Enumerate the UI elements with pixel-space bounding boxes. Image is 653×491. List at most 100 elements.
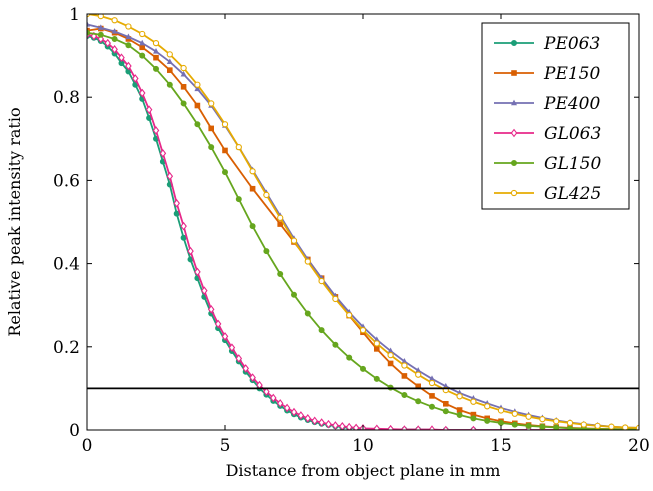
- data-point: [415, 383, 421, 390]
- data-point: [201, 286, 208, 295]
- series-layer: [87, 14, 639, 430]
- data-point: [297, 411, 305, 420]
- data-point: [359, 365, 366, 372]
- data-point: [470, 415, 477, 422]
- data-point: [111, 28, 118, 34]
- y-tick-label: 0.4: [53, 255, 80, 275]
- data-point: [166, 51, 173, 58]
- data-point: [304, 310, 311, 317]
- data-point: [111, 45, 118, 54]
- data-point: [290, 407, 298, 417]
- data-point: [401, 373, 408, 379]
- data-point: [415, 367, 422, 373]
- data-point: [290, 237, 298, 244]
- data-point: [387, 360, 394, 367]
- data-point: [222, 147, 228, 154]
- data-point: [511, 410, 518, 417]
- data-point: [180, 84, 187, 90]
- data-point: [428, 425, 436, 430]
- data-point: [139, 39, 146, 46]
- data-point: [263, 387, 270, 397]
- data-point: [235, 143, 242, 151]
- data-point: [221, 169, 228, 176]
- data-point: [228, 343, 236, 352]
- data-point: [332, 295, 339, 303]
- legend-entry: GL150: [494, 154, 602, 174]
- data-point: [97, 24, 104, 30]
- data-point: [277, 214, 284, 221]
- data-point: [242, 364, 249, 373]
- data-point: [456, 412, 463, 419]
- data-point: [104, 38, 111, 48]
- data-point: [263, 191, 270, 199]
- legend-entry: GL063: [494, 124, 601, 144]
- data-point: [553, 418, 560, 425]
- data-point: [456, 407, 463, 413]
- data-point: [429, 393, 435, 399]
- data-point: [214, 319, 222, 329]
- legend-entry: PE150: [494, 64, 600, 84]
- data-point: [166, 171, 174, 181]
- data-point: [415, 371, 422, 378]
- data-point: [484, 403, 491, 410]
- data-point: [428, 403, 435, 410]
- data-point: [401, 357, 408, 364]
- data-point: [125, 23, 132, 30]
- data-point: [415, 398, 422, 405]
- y-tick-label: 0.8: [53, 88, 80, 108]
- legend: PE063 PE150 PE400 GL063 GL150 GL425: [481, 22, 630, 210]
- data-point: [118, 53, 125, 62]
- data-point: [373, 336, 380, 342]
- data-point: [635, 424, 639, 430]
- data-point: [166, 81, 173, 88]
- data-point: [194, 85, 201, 92]
- data-point: [207, 305, 215, 314]
- y-tick-label: 0.2: [53, 338, 80, 358]
- data-point: [277, 221, 283, 227]
- data-point: [346, 354, 353, 361]
- data-point: [263, 248, 270, 255]
- data-point: [152, 39, 160, 47]
- data-point: [401, 392, 408, 399]
- data-point: [194, 121, 201, 128]
- data-point: [180, 100, 187, 107]
- data-point: [167, 67, 173, 73]
- data-point: [180, 70, 187, 77]
- data-point: [470, 425, 477, 430]
- data-point: [442, 425, 450, 430]
- data-point: [539, 416, 546, 423]
- y-tick-label: 0.6: [53, 171, 80, 191]
- data-point: [497, 407, 505, 414]
- data-point: [138, 88, 146, 98]
- data-point: [539, 423, 546, 430]
- data-point: [276, 399, 284, 408]
- data-point: [194, 102, 201, 109]
- y-axis-label: Relative peak intensity ratio: [5, 107, 24, 336]
- data-point: [553, 424, 560, 430]
- data-point: [221, 332, 229, 341]
- data-point: [387, 424, 394, 430]
- legend-label: PE400: [543, 94, 600, 114]
- legend-marker: [510, 159, 517, 166]
- data-point: [352, 423, 360, 430]
- data-point: [428, 379, 436, 387]
- data-point: [497, 419, 504, 426]
- legend-label: GL063: [544, 124, 601, 144]
- y-tick-label: 0: [69, 421, 80, 441]
- data-point: [139, 52, 146, 59]
- data-point: [290, 291, 297, 298]
- data-point: [442, 408, 449, 415]
- data-point: [270, 393, 277, 403]
- data-point: [208, 144, 215, 151]
- x-tick-label: 20: [628, 436, 650, 456]
- legend-entry: GL425: [494, 184, 601, 204]
- data-point: [132, 74, 139, 83]
- data-point: [87, 21, 90, 27]
- data-point: [125, 33, 132, 40]
- legend-label: PE150: [543, 64, 600, 84]
- data-point: [374, 346, 380, 352]
- data-point: [470, 411, 477, 418]
- legend-marker: [510, 128, 518, 138]
- legend-marker: [510, 40, 517, 47]
- data-point: [173, 198, 180, 208]
